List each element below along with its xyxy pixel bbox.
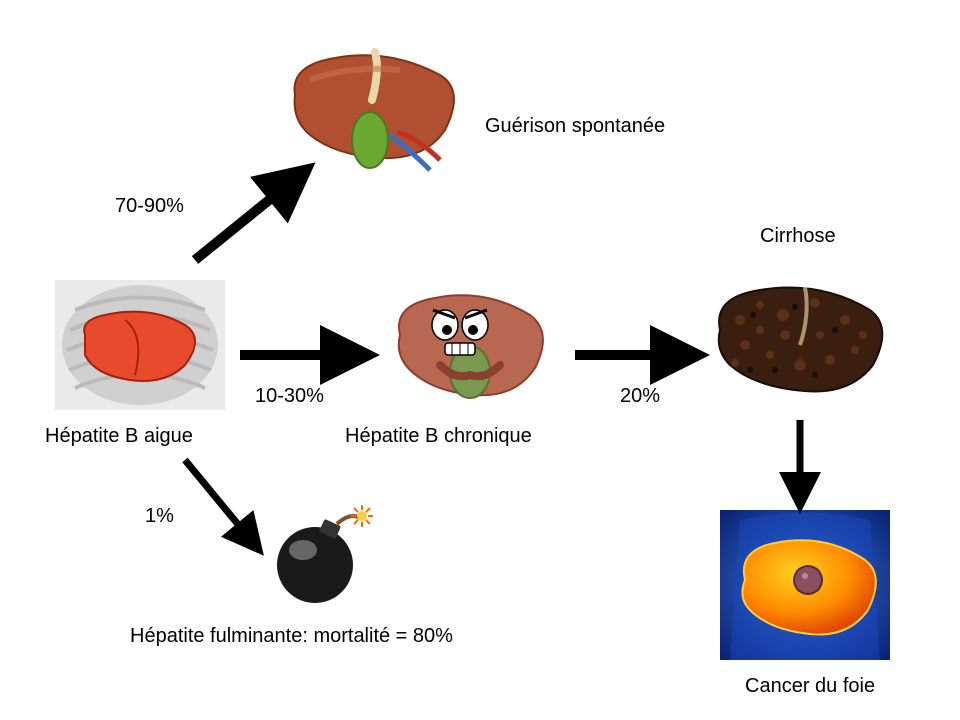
label-cirrhosis: Cirrhose — [760, 225, 836, 248]
arrow-acute-recovery — [195, 175, 300, 260]
label-fulminant: Hépatite fulminante: mortalité = 80% — [130, 625, 453, 648]
arrows-layer — [0, 0, 960, 720]
label-recovery: Guérison spontanée — [485, 115, 665, 138]
edge-label-recovery: 70-90% — [115, 195, 184, 218]
edge-label-cirrhosis: 20% — [620, 385, 660, 408]
arrow-acute-fulminant — [185, 460, 255, 545]
label-chronic: Hépatite B chronique — [345, 425, 532, 448]
edge-label-chronic: 10-30% — [255, 385, 324, 408]
label-cancer: Cancer du foie — [745, 675, 875, 698]
label-acute: Hépatite B aigue — [45, 425, 193, 448]
edge-label-fulminant: 1% — [145, 505, 174, 528]
